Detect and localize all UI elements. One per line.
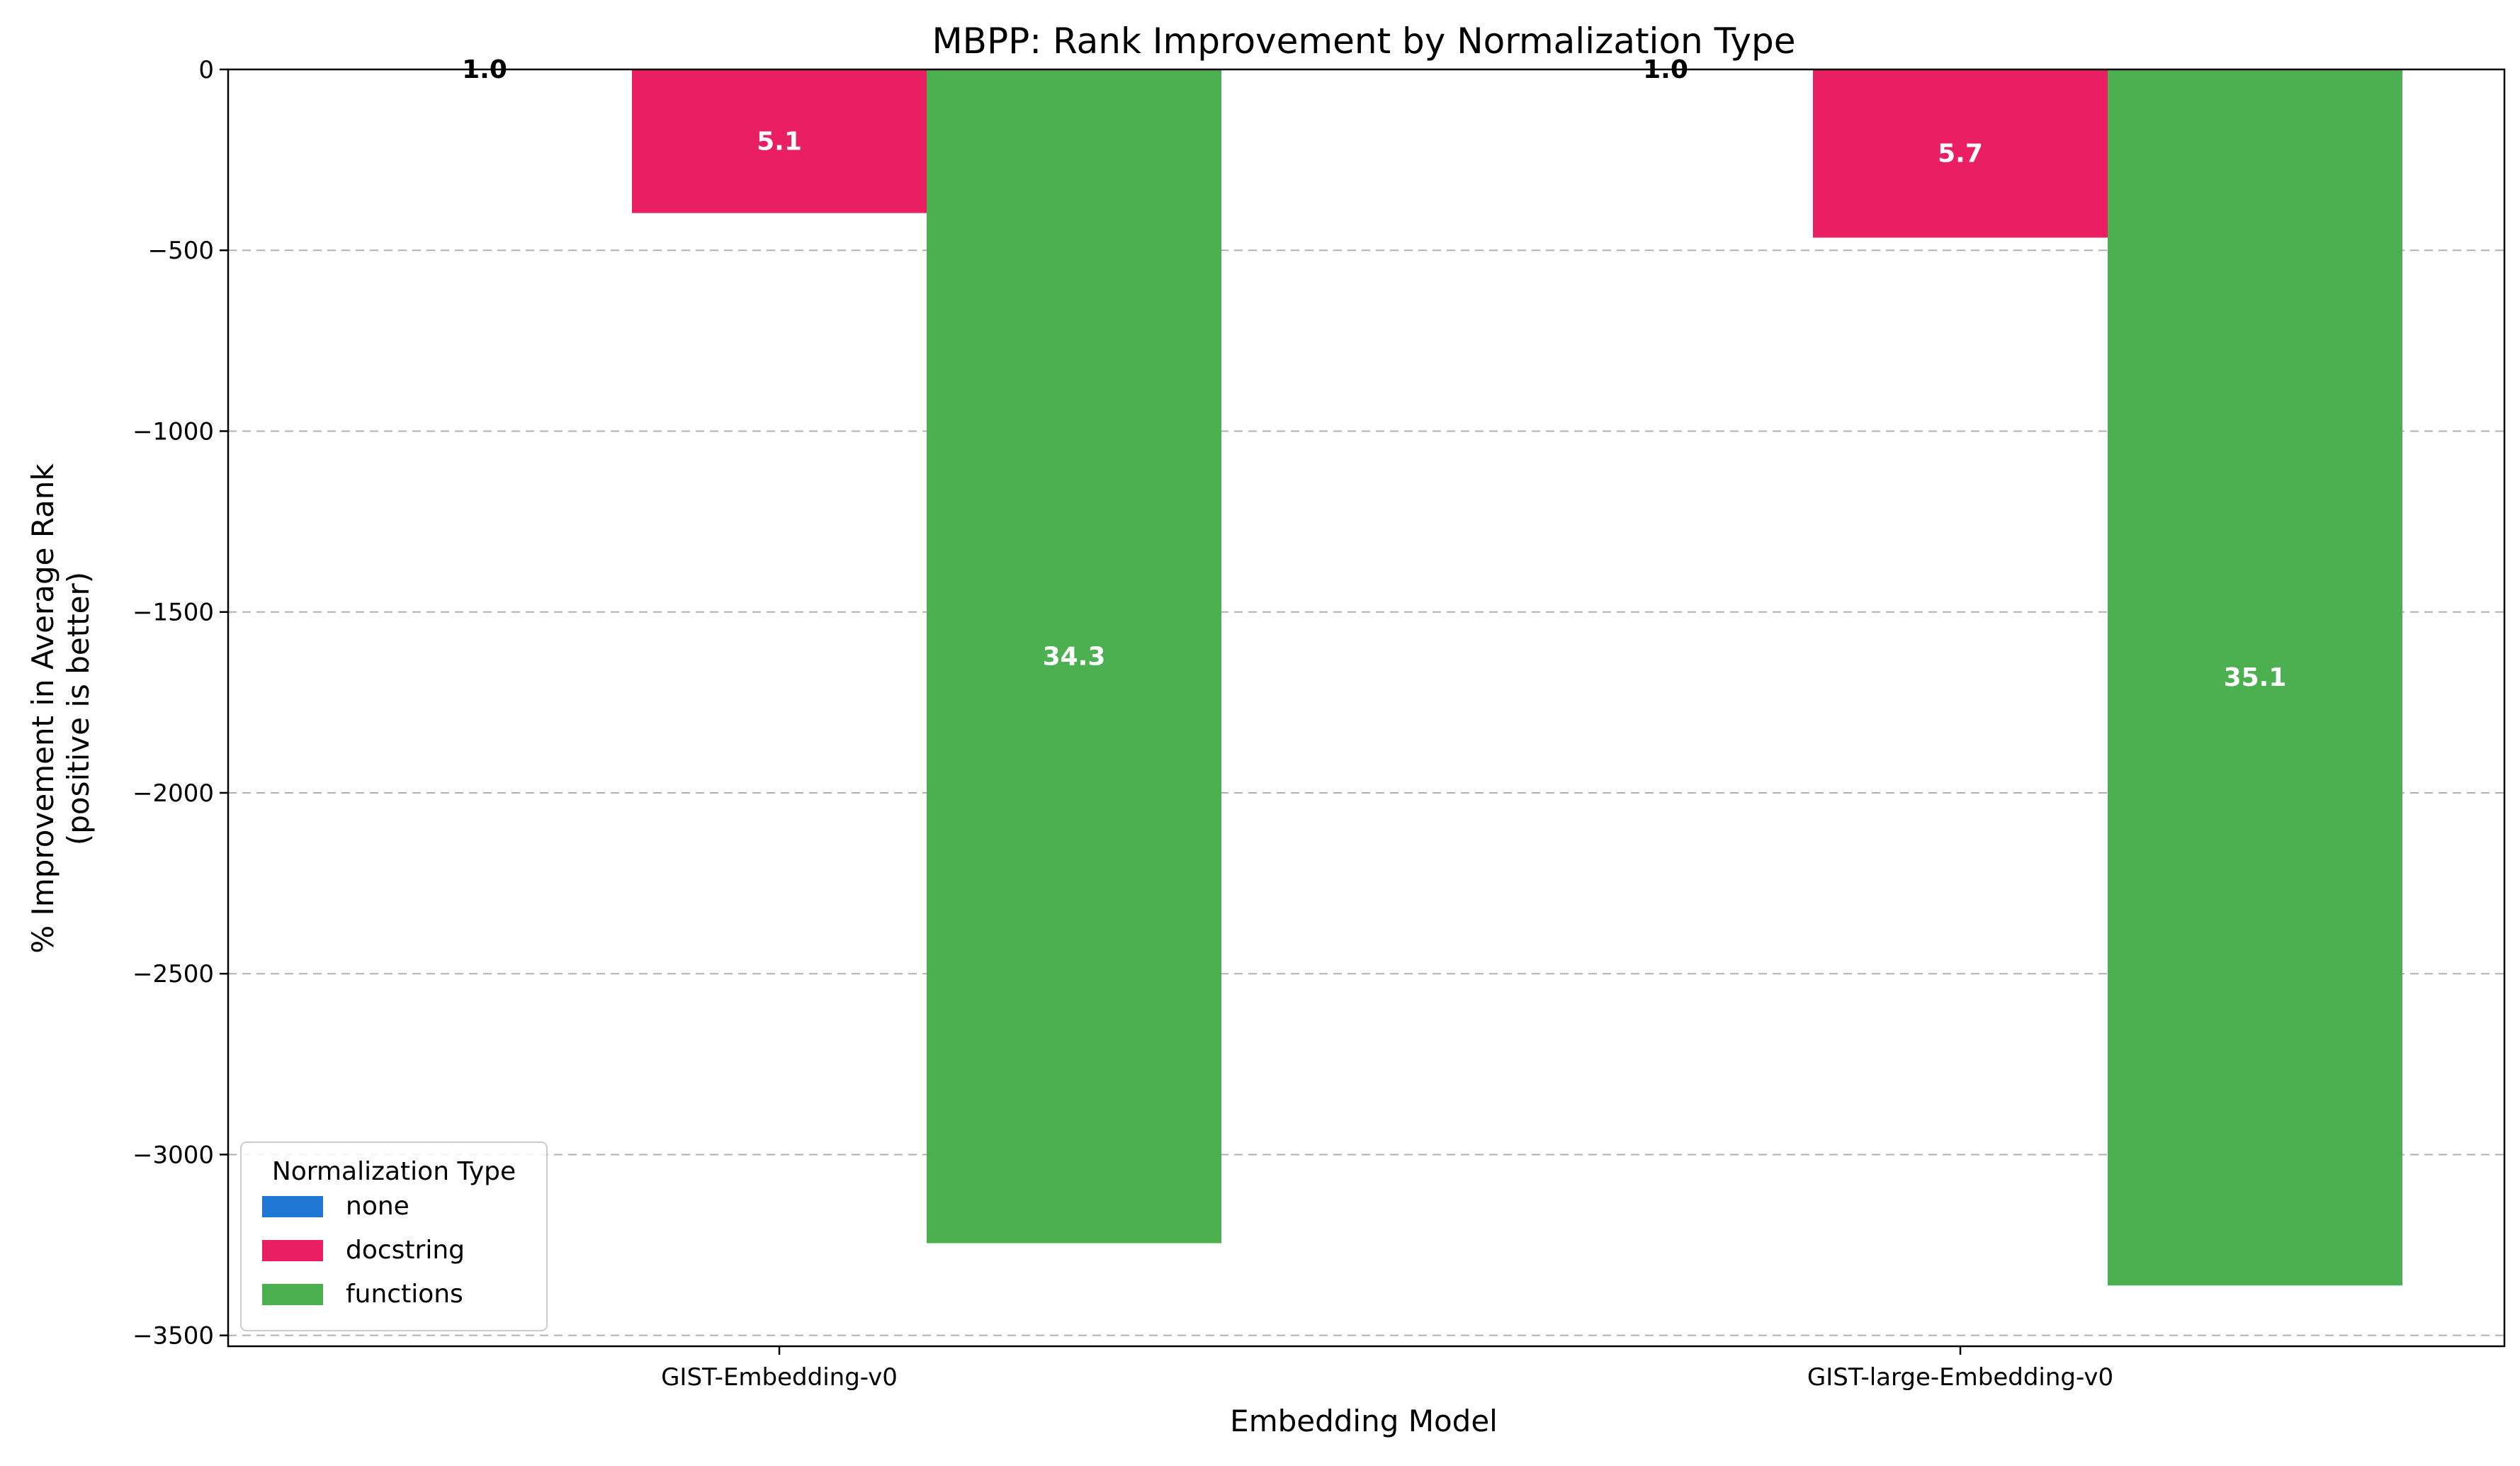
bar-label-docstring-2: 5.7 (1938, 140, 1983, 169)
y-tick-label: −500 (148, 237, 214, 265)
legend-swatch-docstring (262, 1240, 323, 1261)
bar-label-docstring-1: 5.1 (757, 127, 802, 156)
legend-swatch-functions (262, 1284, 323, 1305)
y-tick-label: 0 (198, 56, 214, 84)
legend-label-docstring: docstring (346, 1236, 465, 1265)
y-axis-label-line-2: (positive is better) (61, 572, 96, 845)
legend: Normalization Type none docstring function… (241, 1142, 547, 1331)
bar-label-functions-1: 34.3 (1043, 642, 1106, 671)
x-tick-label: GIST-large-Embedding-v0 (1807, 1363, 2113, 1392)
legend-label-functions: functions (346, 1280, 463, 1309)
y-tick-label: −3500 (132, 1322, 214, 1351)
y-tick-label: −1500 (132, 599, 214, 627)
y-tick-label: −1000 (132, 417, 214, 446)
y-tick-label: −2000 (132, 779, 214, 808)
x-tick-label: GIST-Embedding-v0 (661, 1363, 898, 1392)
y-tick-label: −3000 (132, 1141, 214, 1169)
legend-label-none: none (346, 1192, 409, 1221)
y-axis-label-line-1: % Improvement in Average Rank (26, 463, 60, 954)
legend-swatch-none (262, 1196, 323, 1217)
y-tick-label: −2500 (132, 960, 214, 988)
legend-title: Normalization Type (272, 1157, 516, 1186)
x-axis-label: Embedding Model (1230, 1404, 1498, 1438)
bar-label-functions-2: 35.1 (2224, 663, 2287, 692)
